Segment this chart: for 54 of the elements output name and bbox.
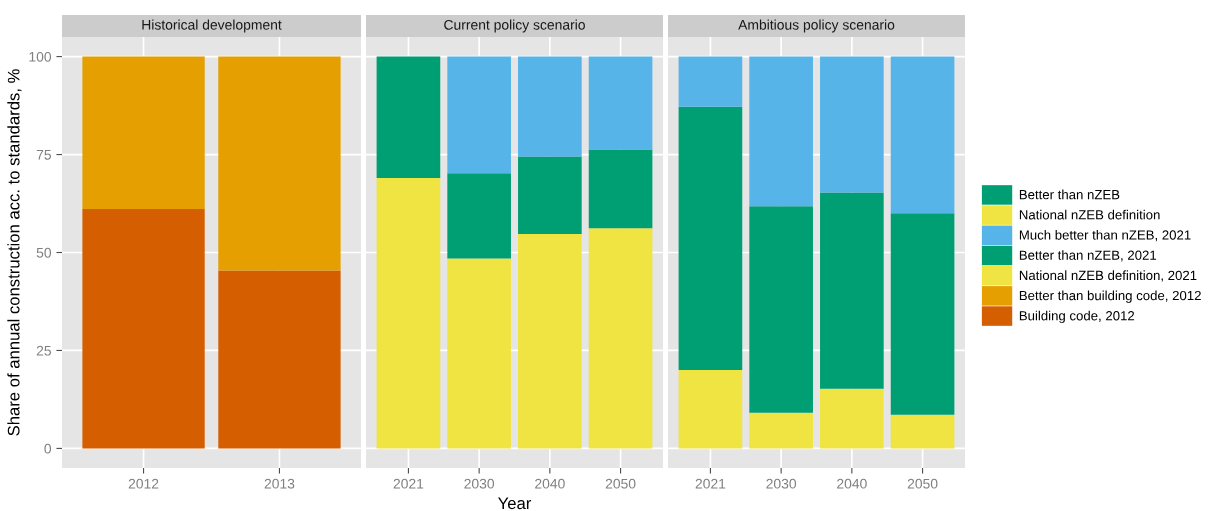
bar [820,56,884,193]
bar [588,56,653,150]
x-tick-label: 2012 [128,478,159,489]
x-axis-title: Year [498,497,532,510]
chart-title: Historical development [142,19,282,33]
bar [376,178,441,449]
bar [218,56,341,271]
bar [588,149,653,229]
bar [447,56,511,174]
bar [678,106,743,371]
x-tick-label: 2050 [907,478,938,489]
bar [518,56,582,157]
bar [820,192,884,389]
y-tick-label: 25 [36,345,51,356]
y-tick-label: 0 [44,443,52,454]
legend-label: Much better than nZEB, 2021 [1019,229,1191,242]
y-tick-label: 100 [29,51,52,62]
legend-label: Better than nZEB, 2021 [1019,250,1157,262]
y-axis-title: Share of annual construction acc. to standards, % [7,69,22,436]
bar [890,213,955,415]
bar [749,206,813,413]
x-tick-label: 2021 [695,478,726,489]
bar [749,56,813,207]
y-tick-label: 75 [36,150,51,160]
bar [218,270,341,449]
bar [749,412,813,449]
x-tick-label: 2021 [393,478,424,489]
bar [376,56,441,179]
bar [678,56,743,107]
bar [518,234,582,449]
x-tick-label: 2030 [766,478,797,489]
x-tick-label: 2040 [837,478,867,489]
bar [820,388,884,449]
bar [82,209,205,449]
bar [447,258,511,449]
legend-label: Better than nZEB [1019,189,1120,200]
x-tick-label: 2040 [535,478,565,489]
bar [518,156,582,235]
x-tick-label: 2030 [464,478,495,489]
bar [82,56,205,210]
legend-label: Building code, 2012 [1019,310,1135,324]
bar [678,370,743,449]
y-tick-label: 50 [36,247,52,258]
x-tick-label: 2013 [264,478,295,489]
bar [447,173,511,259]
chart-title: Current policy scenario [444,19,585,33]
legend-label: National nZEB definition [1019,209,1160,220]
bar [588,228,653,449]
legend-label: National nZEB definition, 2021 [1019,270,1197,282]
chart-title: Ambitious policy scenario [738,19,895,33]
bar [890,414,955,449]
bar [890,56,955,214]
legend-label: Better than building code, 2012 [1019,290,1201,303]
x-tick-label: 2050 [605,478,636,489]
